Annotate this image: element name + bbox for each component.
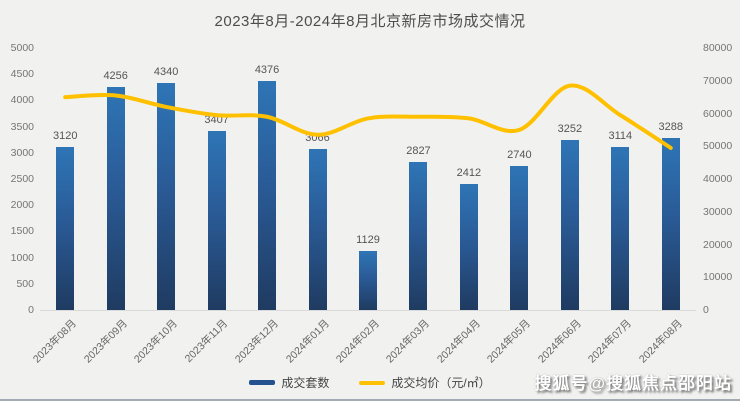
line-series-swatch [359,380,386,385]
y-axis-left-tick: 4500 [10,68,34,81]
bar-value-label: 2827 [406,144,431,157]
bar [560,139,579,310]
bar-value-label: 3407 [204,114,229,127]
bar [611,146,630,310]
bar [207,131,226,310]
bar [106,86,125,310]
x-axis-label: 2023年12月 [232,317,281,366]
x-axis-line [40,310,696,311]
y-axis-left-tick: 5000 [10,42,34,54]
x-axis-label: 2023年10月 [131,317,181,366]
bar [661,137,680,310]
bar [459,183,478,310]
line-series-label: 成交均价（元/㎡） [391,376,491,390]
bar-value-label: 1129 [356,233,380,246]
bar [56,146,75,310]
x-axis-label: 2024年05月 [485,317,534,366]
bar [359,250,377,310]
y-axis-left-tick: 3500 [10,120,34,133]
bar-value-label: 4256 [103,69,128,82]
bar [157,82,176,310]
x-axis-label: 2024年08月 [636,317,685,366]
y-axis-right-tick: 60000 [703,107,733,120]
bar [258,80,277,310]
bar-value-label: 2412 [456,166,482,179]
x-axis-label: 2024年01月 [283,317,332,366]
bar-value-label: 4376 [254,63,280,76]
bar [510,166,529,310]
watermark: 搜狐号@搜狐焦点邵阳站 [534,374,732,393]
bar-series-label: 成交套数 [281,376,330,390]
y-axis-right-tick: 70000 [703,74,733,87]
legend: 成交套数 成交均价（元/㎡） [0,374,740,391]
x-axis-label: 2024年06月 [535,317,584,366]
y-axis-right-tick: 50000 [703,140,733,153]
bar [409,161,428,310]
x-axis-label: 2024年03月 [384,317,433,366]
price-line [63,83,673,150]
bar-value-label: 3288 [658,120,683,133]
y-axis-left-tick: 1500 [10,225,34,238]
y-axis-right-tick: 10000 [703,271,733,284]
y-axis-left-tick: 0 [28,304,34,316]
y-axis-left-tick: 4000 [10,94,34,107]
x-axis-label: 2024年07月 [586,317,635,366]
bar-value-label: 3066 [305,132,330,145]
y-axis-right-tick: 40000 [703,173,733,185]
y-axis-right-tick: 20000 [703,238,733,251]
y-axis-right-tick: 30000 [703,205,733,218]
x-axis-label: 2023年09月 [81,317,130,366]
x-axis-label: 2023年11月 [182,317,231,365]
x-axis-label: 2024年04月 [434,317,483,366]
legend-item-bars: 成交套数 [249,374,329,391]
bar-value-label: 3120 [52,129,78,142]
y-axis-left-tick: 500 [16,277,34,290]
x-axis-label: 2023年08月 [31,317,80,366]
y-axis-left-tick: 1000 [10,251,34,264]
legend-item-line: 成交均价（元/㎡） [359,374,491,391]
y-axis-right-tick: 0 [703,304,709,316]
y-axis-right-tick: 80000 [703,42,733,54]
bar-series-swatch [249,380,276,385]
y-axis-left-tick: 2500 [10,173,34,185]
y-axis-left-tick: 2000 [10,199,34,212]
bar-value-label: 2740 [507,149,532,162]
chart-title: 2023年8月-2024年8月北京新房市场成交情况 [214,13,526,30]
bar-value-label: 4340 [153,65,179,78]
bar [308,149,327,310]
x-axis-label: 2024年02月 [333,317,382,366]
y-axis-left-tick: 3000 [10,146,34,159]
